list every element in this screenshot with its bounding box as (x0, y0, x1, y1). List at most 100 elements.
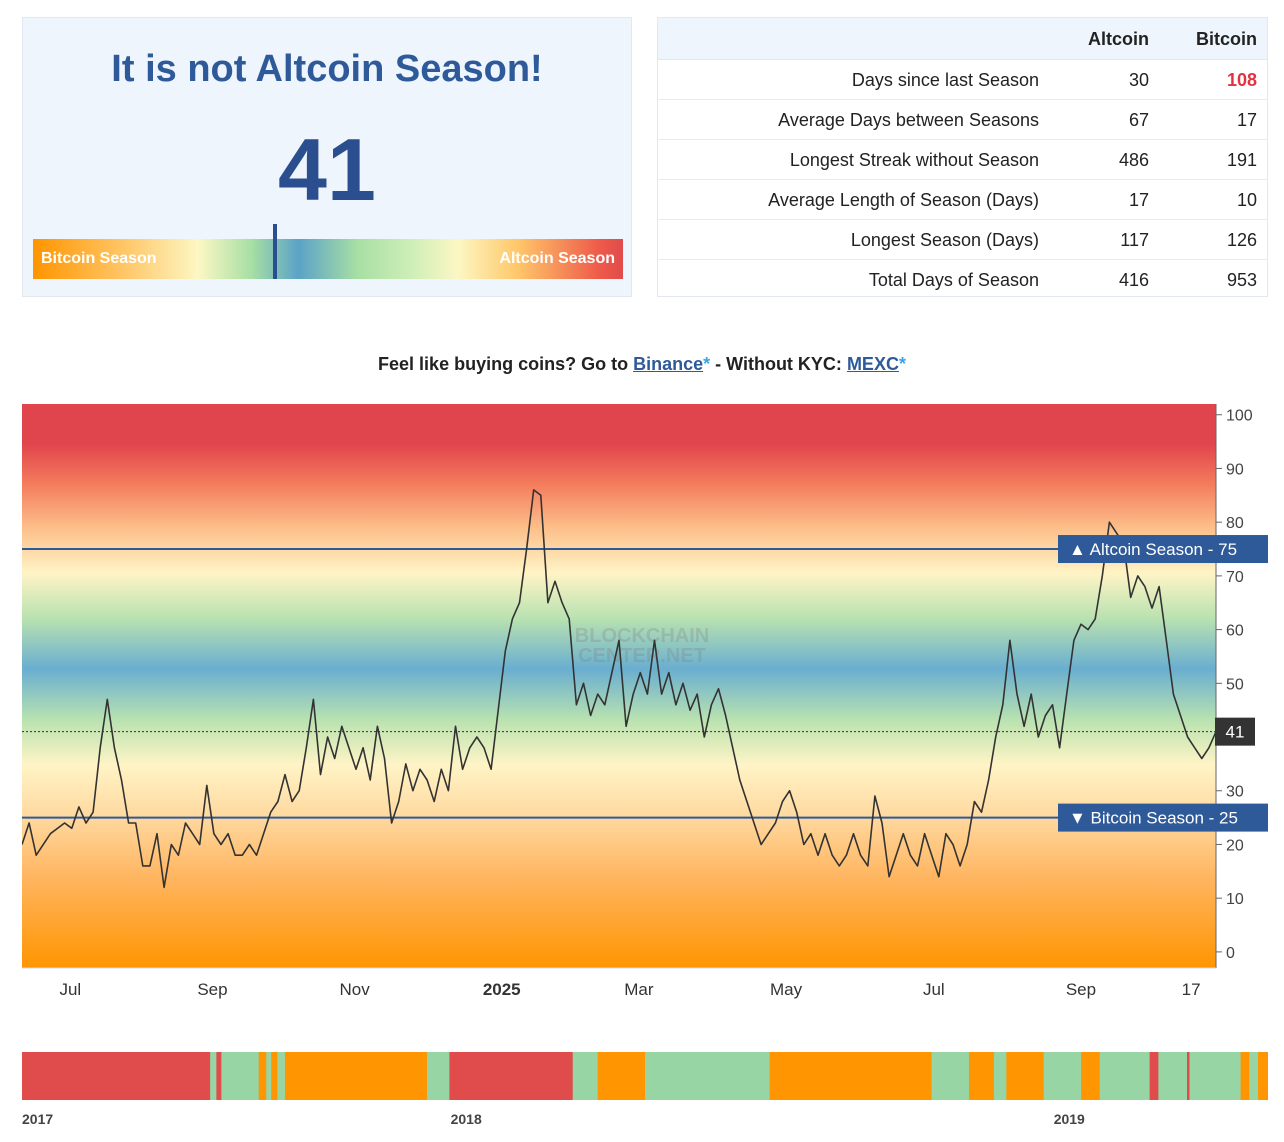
table-row: Days since last Season 30 108 (658, 60, 1267, 100)
timeline-segment (572, 1052, 599, 1100)
timeline-segment (1187, 1052, 1191, 1100)
row-label: Average Days between Seasons (778, 110, 1039, 130)
timeline-segment (216, 1052, 222, 1100)
altcoin-value: 416 (1118, 270, 1149, 290)
x-tick-label: Nov (339, 980, 370, 999)
x-tick-label: 17 (1182, 980, 1201, 999)
row-label: Longest Season (Days) (850, 230, 1039, 250)
season-history-strip: 2017 2018 2019 (22, 1052, 1269, 1132)
x-tick-label: Jul (923, 980, 945, 999)
timeline-segment (210, 1052, 217, 1100)
chart-svg: 0102030405060708090100JulSepNov2025MarMa… (21, 404, 1268, 999)
bitcoin-value: 126 (1226, 230, 1257, 250)
threshold-label: ▲ Altcoin Season - 75 (1058, 535, 1268, 564)
binance-star: * (703, 354, 711, 374)
bitcoin-value: 17 (1236, 110, 1257, 130)
gauge-altcoin-label: Altcoin Season (499, 250, 615, 267)
x-tick-label: 2025 (483, 980, 521, 999)
timeline-segment (271, 1052, 278, 1100)
altcoin-value: 67 (1128, 110, 1149, 130)
threshold-labels: ▲ Altcoin Season - 75 ▼ Bitcoin Season - … (1058, 535, 1268, 832)
table-row: Total Days of Season 416 953 (658, 260, 1267, 299)
bitcoin-value: 191 (1226, 150, 1257, 170)
gauge-marker (272, 224, 277, 279)
timeline-segment (277, 1052, 286, 1100)
threshold-label-box (1058, 803, 1268, 832)
y-tick-label: 100 (1226, 408, 1253, 425)
timeline-segment (449, 1052, 459, 1100)
timeline-segment (968, 1052, 995, 1100)
season-stats-table: Altcoin Bitcoin Days since last Season 3… (657, 17, 1268, 297)
bitcoin-value: 10 (1236, 190, 1257, 210)
timeline-segment (769, 1052, 933, 1100)
timeline-segment (266, 1052, 272, 1100)
timeline-year-label: 2017 (22, 1111, 53, 1127)
index-value: 41 (278, 120, 376, 219)
x-tick-label: May (770, 980, 803, 999)
timeline-segment (458, 1052, 574, 1100)
timeline-segment (993, 1052, 1007, 1100)
watermark-text: BLOCKCHAIN (575, 625, 709, 647)
timeline-segment (426, 1052, 450, 1100)
x-tick-label: Mar (624, 980, 654, 999)
timeline-segment (931, 1052, 970, 1100)
season-gauge: Bitcoin Season Altcoin Season (33, 224, 623, 279)
table-row: Longest Streak without Season 486 191 (658, 140, 1267, 180)
current-value-label: 41 (1226, 723, 1245, 742)
mexc-link[interactable]: MEXC (846, 354, 899, 374)
timeline-segment (284, 1052, 428, 1100)
altcoin-value: 486 (1118, 150, 1149, 170)
y-tick-label: 80 (1226, 515, 1244, 532)
timeline-segment (1189, 1052, 1242, 1100)
threshold-label-box (1058, 535, 1268, 564)
index-series (21, 489, 1217, 889)
season-threshold-lines (22, 548, 1216, 819)
y-tick-label: 0 (1226, 945, 1235, 962)
timeline-segment (1249, 1052, 1259, 1100)
timeline-segment (22, 1052, 211, 1100)
timeline-segment (1240, 1052, 1250, 1100)
timeline-segment (258, 1052, 267, 1100)
binance-link[interactable]: Binance (633, 354, 704, 374)
altcoin-season-index-panel: It is not Altcoin Season! 41 Bitcoin Sea… (22, 17, 632, 297)
altcoin-value: 30 (1128, 70, 1149, 90)
row-label: Longest Streak without Season (789, 150, 1039, 170)
altcoin-value: 117 (1120, 230, 1149, 250)
table-row: Longest Season (Days) 117 126 (658, 220, 1267, 260)
altcoin-season-chart: 0102030405060708090100JulSepNov2025MarMa… (21, 404, 1268, 1004)
timeline-segment (1043, 1052, 1082, 1100)
timeline-segment (221, 1052, 260, 1100)
timeline-segment (1081, 1052, 1101, 1100)
index-line (21, 489, 1217, 889)
season-headline: It is not Altcoin Season! (111, 48, 543, 90)
watermark-text: CENTER.NET (578, 645, 706, 667)
timeline-year-label: 2019 (1054, 1111, 1085, 1127)
timeline-segment (1258, 1052, 1269, 1100)
y-tick-label: 70 (1226, 569, 1244, 586)
mexc-star: * (898, 354, 906, 374)
threshold-label: ▼ Bitcoin Season - 25 (1058, 803, 1268, 832)
chart-background (22, 404, 1216, 968)
bitcoin-value: 108 (1226, 70, 1257, 90)
strip-svg: 2017 2018 2019 (22, 1052, 1269, 1127)
stats-header-row: Altcoin Bitcoin (658, 18, 1267, 60)
table-row: Average Length of Season (Days) 17 10 (658, 180, 1267, 220)
threshold-label-text: ▼ Bitcoin Season - 25 (1069, 809, 1238, 828)
row-label: Total Days of Season (868, 270, 1039, 290)
timeline-segment (1099, 1052, 1151, 1100)
gauge-bitcoin-label: Bitcoin Season (41, 250, 157, 267)
x-tick-label: Jul (59, 980, 81, 999)
promo-middle: - Without KYC: (710, 354, 847, 374)
timeline-segment (597, 1052, 646, 1100)
y-tick-label: 10 (1226, 891, 1244, 908)
bitcoin-value: 953 (1226, 270, 1257, 290)
threshold-label-text: ▲ Altcoin Season - 75 (1069, 540, 1237, 559)
column-header-bitcoin: Bitcoin (1196, 29, 1257, 49)
row-label: Days since last Season (851, 70, 1039, 90)
y-tick-label: 20 (1226, 837, 1244, 854)
x-tick-label: Sep (1066, 980, 1096, 999)
y-tick-label: 60 (1226, 623, 1244, 640)
promo-line: Feel like buying coins? Go to Binance* -… (0, 354, 1284, 375)
timeline-segment (1149, 1052, 1159, 1100)
